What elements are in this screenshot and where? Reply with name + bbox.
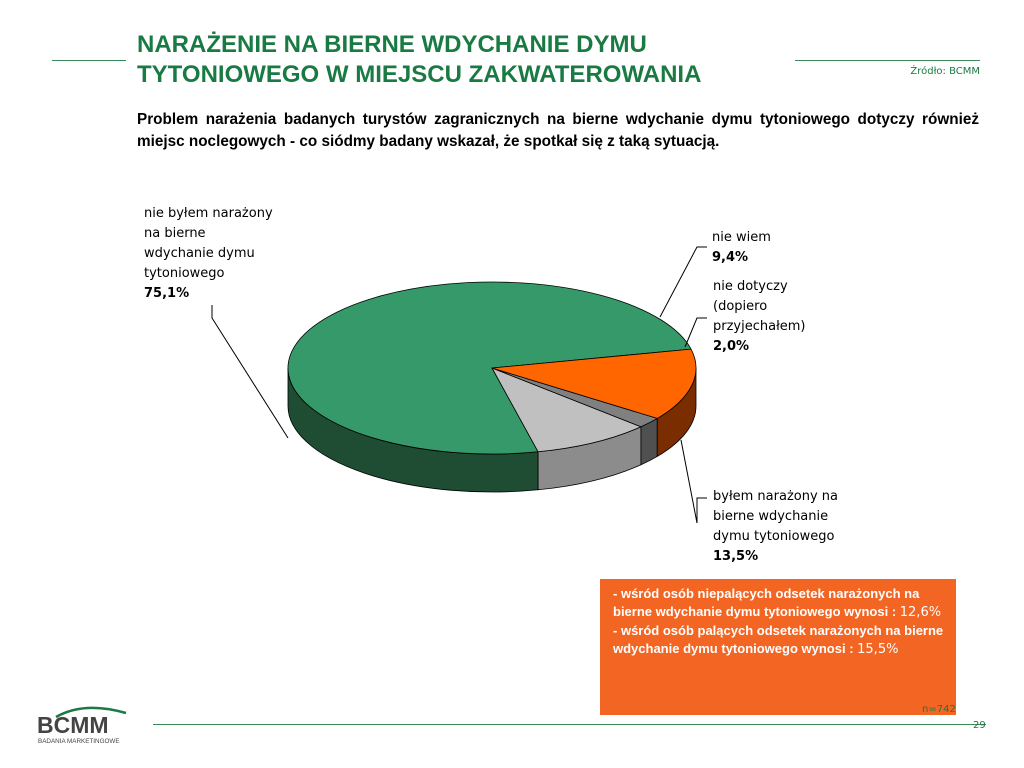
page-title-line-1: NARAŻENIE NA BIERNE WDYCHANIE DYMU [137,31,647,58]
slice-value-label: 2,0% [713,339,750,354]
logo-tagline: BADANIA MARKETINGOWE [38,738,120,745]
leader-lines [211,246,707,524]
slice-label-exposed: byłem narażony na bierne wdychanie dymu … [713,487,838,567]
note-text: wśród osób palących odsetek narażonych n… [613,623,944,656]
note-dash: - [613,586,621,601]
page-number: 29 [973,720,986,731]
leader-line-dont-know [659,246,707,318]
pie-slice-dont-know [491,367,642,453]
bcmm-logo: BCMM BADANIA MARKETINGOWE [37,706,127,745]
slice-value-label: 13,5% [713,549,759,564]
sample-size: n=742 [922,704,956,715]
note-box: - wśród osób niepalących odsetek narażon… [600,579,956,715]
note-value: 12,6% [899,605,942,620]
logo-wordmark: BCMM [37,712,109,738]
source-label: Źródło: BCMM [910,66,980,77]
note-line-nonsmokers: - wśród osób niepalących odsetek narażon… [613,585,946,622]
header-rule-right [795,60,980,61]
slide-subtitle: Problem narażenia badanych turystów zagr… [137,111,979,150]
note-value: 15,5% [857,642,899,657]
header-rule-left [52,60,126,61]
slice-label-not-applicable: nie dotyczy (dopiero przyjechałem) 2,0% [713,277,806,357]
pie-slices [287,281,697,455]
leader-line-not-applicable [684,317,707,348]
slice-label-dont-know: nie wiem 9,4% [712,228,771,268]
note-text: wśród osób niepalących odsetek narażonyc… [613,586,920,619]
slice-label-text: byłem narażony na bierne wdychanie dymu … [713,489,838,544]
logo-swoosh-icon [55,706,127,719]
slice-value-label: 75,1% [144,286,190,301]
note-dash: - [613,623,621,638]
slice-label-text: nie byłem narażony na bierne wdychanie d… [144,206,273,281]
pie-slice-exposed [491,348,697,419]
slice-value-label: 9,4% [712,250,749,265]
note-line-smokers: - wśród osób palących odsetek narażonych… [613,622,946,659]
slice-label-text: nie dotyczy (dopiero przyjechałem) [713,279,806,334]
slice-label-text: nie wiem [712,230,771,245]
page-title-line-2: TYTONIOWEGO W MIEJSCU ZAKWATEROWANIA [137,61,702,88]
footer-rule [153,724,986,725]
leader-line-exposed [680,439,707,524]
leader-line-not-exposed [211,305,289,439]
slice-label-not-exposed: nie byłem narażony na bierne wdychanie d… [144,204,273,304]
page-title: NARAŻENIE NA BIERNE WDYCHANIE DYMU TYTON… [137,30,787,90]
pie-slice-not-exposed [287,281,692,455]
